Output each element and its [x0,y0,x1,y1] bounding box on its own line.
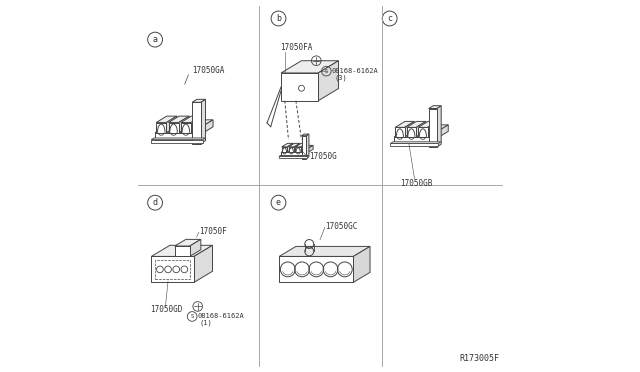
Polygon shape [181,122,191,133]
Polygon shape [295,143,307,147]
Text: 08168-6162A: 08168-6162A [332,68,379,74]
Text: (1): (1) [200,319,212,326]
Text: 08168-6162A: 08168-6162A [198,314,244,320]
Polygon shape [200,99,205,144]
Polygon shape [390,143,438,146]
Polygon shape [168,116,189,122]
Polygon shape [429,109,436,147]
Polygon shape [282,147,287,153]
Polygon shape [289,147,294,153]
Polygon shape [181,116,202,122]
Polygon shape [151,140,202,143]
Polygon shape [279,156,307,158]
Polygon shape [429,106,441,109]
Text: c: c [387,14,392,23]
Polygon shape [191,116,202,133]
Polygon shape [287,143,293,153]
Polygon shape [353,246,370,282]
Polygon shape [395,127,404,137]
Polygon shape [151,138,205,140]
Polygon shape [395,121,414,127]
Polygon shape [152,245,212,256]
Polygon shape [279,256,353,282]
Polygon shape [406,127,416,137]
Polygon shape [192,102,200,144]
Polygon shape [194,245,212,282]
Bar [155,260,190,279]
Polygon shape [429,125,448,143]
Polygon shape [155,120,213,133]
Polygon shape [281,73,318,101]
Polygon shape [406,121,426,127]
Polygon shape [192,99,205,102]
Text: S: S [191,314,194,319]
Polygon shape [156,116,177,122]
Text: 17050GC: 17050GC [326,222,358,231]
Text: 17050G: 17050G [309,152,337,161]
Polygon shape [428,121,437,137]
Polygon shape [301,136,306,158]
Polygon shape [152,256,194,282]
Polygon shape [289,143,300,147]
Polygon shape [168,122,179,133]
Polygon shape [394,125,448,137]
Polygon shape [294,143,300,153]
Text: 17050F: 17050F [200,227,227,236]
Text: b: b [276,14,281,23]
Text: R173005F: R173005F [460,354,500,363]
Polygon shape [404,121,414,137]
Polygon shape [175,246,189,256]
Polygon shape [295,147,301,153]
Polygon shape [189,239,201,256]
Polygon shape [282,143,293,147]
Text: 17050GA: 17050GA [192,66,225,75]
Polygon shape [279,155,309,156]
Text: S: S [324,68,328,74]
Text: (3): (3) [334,74,347,81]
Polygon shape [394,137,429,143]
Text: 17050GD: 17050GD [150,305,182,314]
Polygon shape [416,121,426,137]
Polygon shape [279,246,370,256]
Text: 17050GB: 17050GB [400,179,433,187]
Polygon shape [436,106,441,147]
Polygon shape [175,239,201,246]
Text: 17050FA: 17050FA [280,43,312,52]
Polygon shape [301,134,309,136]
Polygon shape [418,127,428,137]
Polygon shape [306,134,309,158]
Polygon shape [301,143,307,153]
Polygon shape [281,61,339,73]
Polygon shape [390,142,441,143]
Polygon shape [192,120,213,140]
Polygon shape [155,133,192,140]
Text: a: a [152,35,157,44]
Polygon shape [301,145,313,156]
Polygon shape [179,116,189,133]
Polygon shape [418,121,437,127]
Polygon shape [281,153,301,156]
Text: d: d [152,198,157,207]
Polygon shape [156,122,166,133]
Polygon shape [166,116,177,133]
Polygon shape [281,145,313,153]
Polygon shape [318,61,339,101]
Text: e: e [276,198,281,207]
